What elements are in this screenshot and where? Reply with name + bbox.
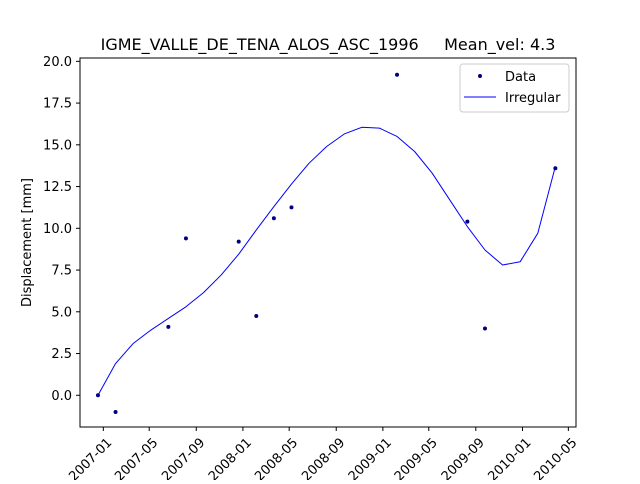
y-axis: 0.0 2.5 5.0 7.5 10.0 12.5 15.0 17.5 20.0 — [43, 55, 80, 404]
legend-data-marker — [478, 74, 482, 78]
plot-frame — [79, 57, 577, 428]
data-point — [95, 393, 100, 398]
y-tick-label: 15.0 — [43, 138, 72, 153]
y-axis-label: Displacement [mm] — [20, 178, 35, 307]
y-tick-label: 12.5 — [43, 180, 72, 195]
legend-box — [459, 63, 570, 113]
data-point — [271, 216, 276, 221]
y-tick-label: 17.5 — [43, 97, 72, 112]
legend: Data Irregular — [459, 63, 570, 113]
legend-data-label: Data — [505, 70, 536, 85]
y-tick-label: 0.0 — [51, 389, 72, 404]
data-point — [113, 409, 118, 414]
chart-title: IGME_VALLE_DE_TENA_ALOS_ASC_1996 Mean_ve… — [101, 35, 556, 55]
data-point — [395, 72, 400, 77]
data-point — [254, 313, 259, 318]
data-point — [166, 324, 171, 329]
plot-area — [80, 58, 576, 427]
data-point — [289, 205, 294, 210]
y-tick-label: 2.5 — [51, 347, 72, 362]
data-point — [183, 236, 188, 241]
y-tick-label: 10.0 — [43, 222, 72, 237]
legend-irregular-label: Irregular — [505, 91, 561, 106]
data-point — [482, 326, 487, 331]
data-point — [236, 239, 241, 244]
y-tick-label: 5.0 — [51, 305, 72, 320]
irregular-fit-line — [97, 126, 556, 396]
data-point — [553, 166, 558, 171]
series-layer — [95, 72, 558, 414]
y-tick-label: 7.5 — [51, 264, 72, 279]
data-point — [465, 219, 470, 224]
y-tick-label: 20.0 — [43, 55, 72, 70]
